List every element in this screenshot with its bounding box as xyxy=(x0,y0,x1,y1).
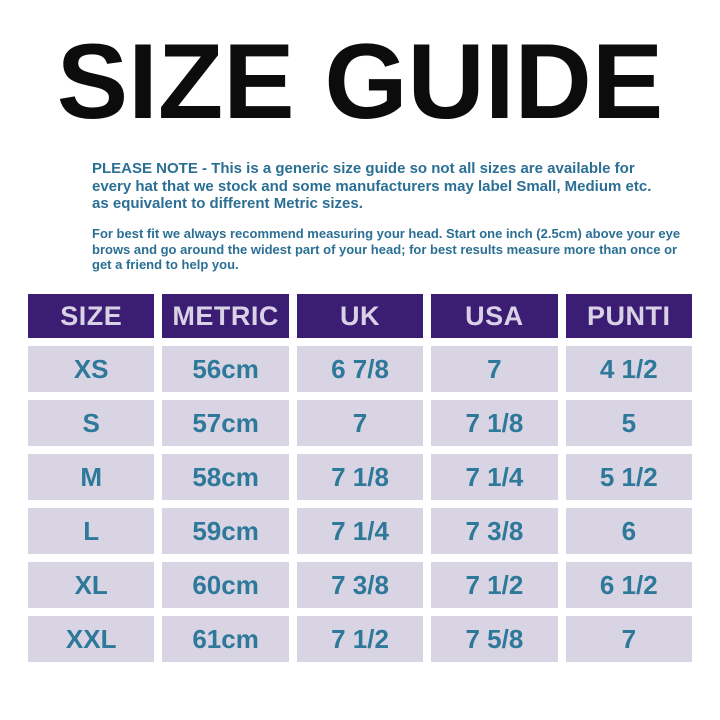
table-cell: XS xyxy=(28,346,155,392)
note-measuring-instructions: For best fit we always recommend measuri… xyxy=(92,226,681,272)
table-cell: 57cm xyxy=(162,400,289,446)
table-cell: 7 xyxy=(565,616,692,662)
table-cell: 5 1/2 xyxy=(565,454,692,500)
table-cell: 7 xyxy=(296,400,424,446)
table-cell: 58cm xyxy=(162,454,289,500)
column-header-uk: UK xyxy=(296,294,424,338)
table-cell: XL xyxy=(28,562,155,608)
table-cell: 7 3/8 xyxy=(296,562,424,608)
table-cell: 7 1/4 xyxy=(296,508,424,554)
table-cell: XXL xyxy=(28,616,155,662)
table-cell: 6 7/8 xyxy=(296,346,424,392)
table-cell: 59cm xyxy=(162,508,289,554)
table-cell: 61cm xyxy=(162,616,289,662)
note-please-note: PLEASE NOTE - This is a generic size gui… xyxy=(92,160,652,212)
column-header-metric: METRIC xyxy=(162,294,289,338)
table-cell: M xyxy=(28,454,155,500)
table-cell: 7 1/2 xyxy=(431,562,558,608)
table-cell: 7 1/8 xyxy=(431,400,558,446)
page-title: SIZE GUIDE xyxy=(56,21,664,141)
table-cell: 60cm xyxy=(162,562,289,608)
table-cell: 7 3/8 xyxy=(431,508,558,554)
table-cell: 7 5/8 xyxy=(431,616,558,662)
table-cell: 7 1/8 xyxy=(296,454,424,500)
table-cell: 56cm xyxy=(162,346,289,392)
table-cell: 7 xyxy=(431,346,558,392)
table-cell: S xyxy=(28,400,155,446)
table-cell: 6 xyxy=(565,508,692,554)
table-cell: 7 1/4 xyxy=(431,454,558,500)
column-header-size: SIZE xyxy=(28,294,155,338)
table-cell: 4 1/2 xyxy=(565,346,692,392)
table-cell: 6 1/2 xyxy=(565,562,692,608)
table-cell: L xyxy=(28,508,155,554)
table-cell: 7 1/2 xyxy=(296,616,424,662)
column-header-punti: PUNTI xyxy=(565,294,692,338)
size-table: SIZE METRIC UK USA PUNTI XS 56cm 6 7/8 7… xyxy=(28,294,692,662)
table-cell: 5 xyxy=(565,400,692,446)
column-header-usa: USA xyxy=(431,294,558,338)
